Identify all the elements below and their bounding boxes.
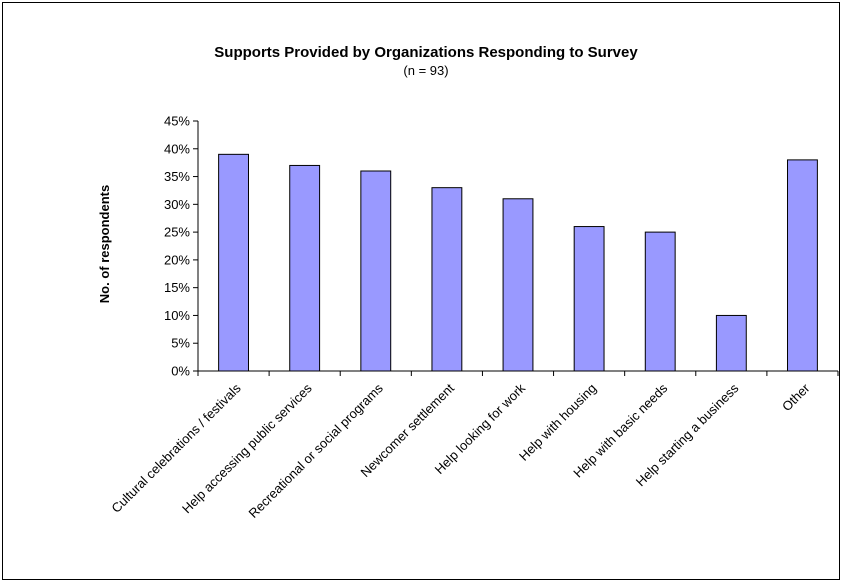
bar xyxy=(289,164,321,372)
y-tick-label: 10% xyxy=(164,308,190,323)
bar xyxy=(502,198,534,372)
y-tick-label: 20% xyxy=(164,252,190,267)
bar xyxy=(573,226,605,372)
y-tick-label: 35% xyxy=(164,169,190,184)
x-tick-label: Recreational or social programs xyxy=(246,380,387,521)
y-axis-label: No. of respondents xyxy=(97,185,112,303)
bar xyxy=(787,159,818,372)
bar xyxy=(431,187,463,372)
bar xyxy=(644,231,676,372)
bar xyxy=(715,314,747,372)
x-tick-label: Help accessing public services xyxy=(179,380,315,516)
y-tick-label: 0% xyxy=(171,364,190,379)
y-tick-label: 40% xyxy=(164,141,190,156)
y-tick-label: 30% xyxy=(164,197,190,212)
y-tick-label: 15% xyxy=(164,280,190,295)
y-tick-label: 25% xyxy=(164,225,190,240)
bar xyxy=(360,170,392,372)
chart-title: Supports Provided by Organizations Respo… xyxy=(214,44,638,61)
chart-frame: Supports Provided by Organizations Respo… xyxy=(2,2,840,580)
y-tick-label: 5% xyxy=(171,336,190,351)
chart-subtitle: (n = 93) xyxy=(403,63,448,78)
x-tick-label: Help with housing xyxy=(516,381,599,464)
x-tick-label: Other xyxy=(779,380,813,414)
bar xyxy=(218,153,249,372)
plot-area: 0% 5% 10% 15% 20% 25% 30% 35% 40% 45% Cultural cel… xyxy=(108,114,839,521)
y-tick-label: 45% xyxy=(164,114,190,129)
bar-chart: Supports Provided by Organizations Respo… xyxy=(97,44,839,521)
x-tick-label: Cultural celebrations / festivals xyxy=(108,380,244,516)
